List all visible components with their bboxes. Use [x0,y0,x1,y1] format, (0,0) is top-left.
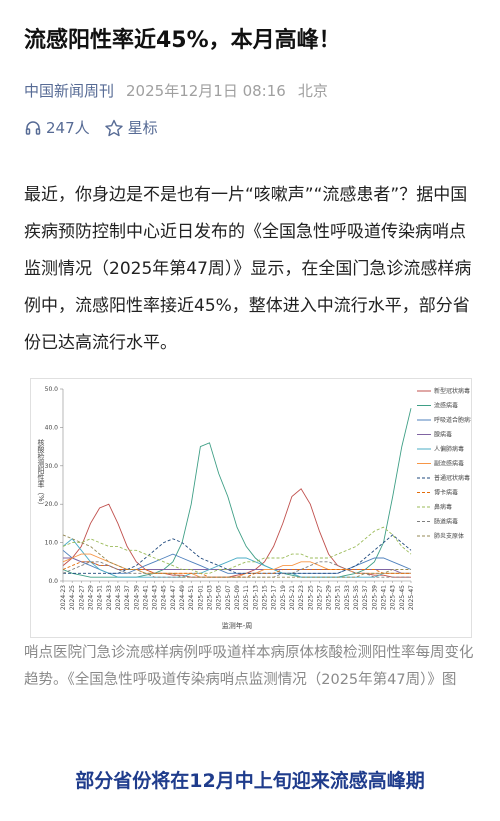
x-tick-label: 2025-13 [252,585,259,610]
source[interactable]: 中国新闻周刊 [24,82,115,100]
x-tick-label: 2024-29 [87,585,94,610]
x-tick-label: 2024-51 [188,585,195,610]
legend-label: 腺病毒 [434,431,452,439]
series-line [62,561,411,578]
x-tick-label: 2024-25 [69,585,76,610]
x-tick-label: 2025-07 [225,585,232,610]
y-tick-label: 40.0 [45,424,59,431]
legend-label: 副流感病毒 [434,460,464,468]
x-tick-label: 2025-39 [371,585,378,610]
x-tick-label: 2025-35 [353,585,360,610]
legend-label: 普通冠状病毒 [434,474,470,482]
x-tick-label: 2024-45 [161,585,168,610]
series-line [62,488,411,578]
legend-label: 流感病毒 [434,402,458,410]
stats: 247人 星标 [24,117,158,138]
caption: 哨点医院门急诊流感样病例呼吸道样本病原体核酸检测阳性率每周变化趋势。《全国急性呼… [24,645,474,688]
x-tick-label: 2025-41 [381,585,388,610]
y-tick-label: 30.0 [45,463,59,470]
x-tick-label: 2025-31 [335,585,342,610]
series-line [62,534,411,578]
time: 2025年12月1日 08:16 [126,82,286,100]
x-tick-label: 2025-37 [362,585,369,610]
x-tick-label: 2025-23 [298,585,305,610]
meta: 中国新闻周刊 2025年12月1日 08:16 北京 [24,80,328,101]
x-tick-label: 2024-31 [97,585,104,610]
legend-label: 肺炎支原体 [434,532,464,540]
legend-label: 新型冠状病毒 [434,387,470,395]
series-line [63,534,412,574]
legend-label: 呼吸道合胞病毒 [434,416,472,424]
x-tick-label: 2025-29 [326,585,333,610]
series-line [62,408,412,578]
x-tick-label: 2024-33 [106,585,113,610]
listeners: 247人 [46,119,90,137]
location: 北京 [297,82,328,100]
x-tick-label: 2025-09 [234,585,241,610]
star-icon[interactable] [104,119,124,137]
y-tick-label: 50.0 [45,386,59,393]
x-tick-label: 2025-27 [316,585,323,610]
star-label[interactable]: 星标 [127,119,158,137]
x-tick-label: 2025-19 [280,585,287,610]
series-line [63,557,411,574]
legend-label: 肠道病毒 [434,518,458,526]
y-tick-label: 0.0 [48,578,58,585]
y-tick-label: 10.0 [45,540,59,547]
x-tick-label: 2024-47 [170,585,177,610]
x-tick-label: 2025-33 [344,585,351,610]
x-tick-label: 2024-23 [60,585,67,610]
x-tick-label: 2025-43 [390,585,397,610]
legend-label: 鼻病毒 [434,503,452,511]
paragraph: 最近，你身边是不是也有一片“咳嗽声”“流感患者”？据中国疾病预防控制中心近日发布… [24,185,472,353]
x-tick-label: 2025-17 [271,585,278,610]
x-tick-label: 2024-41 [142,585,149,610]
y-axis-title: 核酸检测阳性率（%） [37,438,45,508]
y-tick-label: 20.0 [45,501,59,508]
series-line [62,561,411,578]
x-tick-label: 2024-43 [152,585,159,610]
legend-label: 人偏肺病毒 [434,445,464,453]
x-tick-label: 2024-37 [124,585,131,610]
x-tick-label: 2025-05 [216,585,223,610]
x-axis-title: 监测年-周 [222,621,253,630]
headphone-icon [25,120,41,135]
x-tick-label: 2025-21 [289,585,296,610]
x-tick-label: 2025-11 [243,585,250,610]
x-tick-label: 2025-45 [399,585,406,610]
x-tick-label: 2025-47 [408,585,415,610]
article-title: 流感阳性率近45%，本月高峰！ [24,28,341,53]
x-tick-label: 2025-03 [207,585,214,610]
x-tick-label: 2025-25 [307,585,314,610]
x-tick-label: 2025-01 [197,585,204,610]
x-tick-label: 2024-39 [133,585,140,610]
x-tick-label: 2025-15 [261,585,268,610]
x-tick-label: 2024-49 [179,585,186,610]
x-tick-label: 2024-27 [78,585,85,610]
series-line [62,526,412,574]
x-tick-label: 2024-35 [115,585,122,610]
section-heading: 部分省份将在12月中上旬迎来流感高峰期 [75,770,425,792]
legend-label: 博卡病毒 [434,489,458,497]
